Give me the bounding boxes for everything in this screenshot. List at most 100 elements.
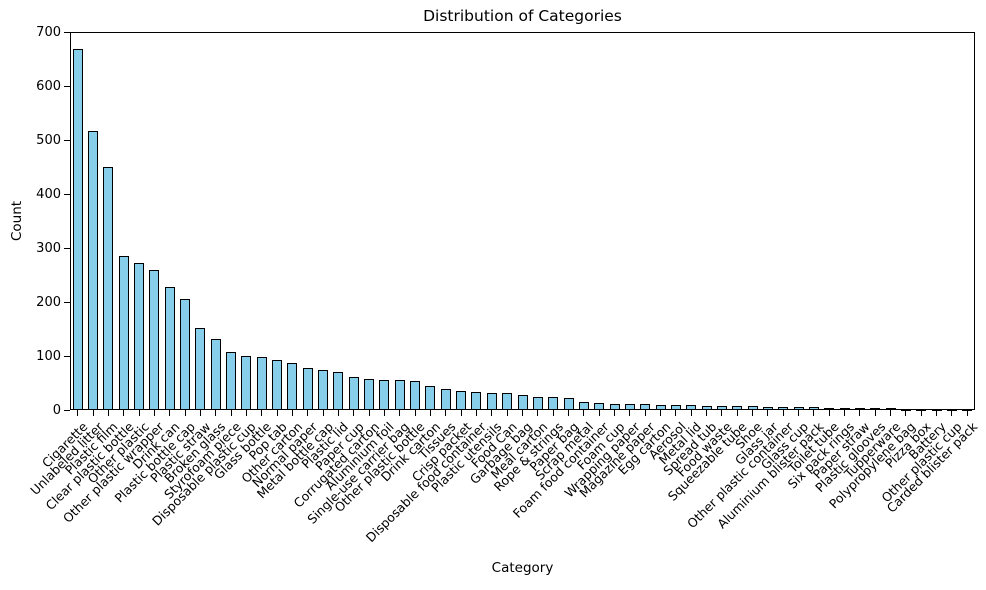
x-tick-mark	[782, 410, 784, 416]
x-tick-mark	[598, 410, 600, 416]
x-tick-mark	[874, 410, 876, 416]
x-tick-mark	[230, 410, 232, 416]
x-tick-mark	[491, 410, 493, 416]
x-tick-mark	[123, 410, 125, 416]
x-tick-mark	[522, 410, 523, 416]
x-tick-mark	[368, 410, 370, 416]
x-tick-mark	[844, 410, 846, 416]
bar	[655, 404, 666, 410]
bar	[456, 391, 467, 410]
x-tick-mark	[736, 410, 738, 416]
x-tick-mark	[460, 410, 462, 416]
x-tick-mark	[583, 410, 585, 416]
x-tick-mark	[920, 410, 922, 416]
x-tick-mark	[951, 410, 953, 416]
x-tick-mark	[261, 410, 263, 416]
bar	[72, 49, 83, 410]
bar	[149, 269, 160, 410]
x-tick-mark	[798, 410, 800, 416]
x-tick-mark	[276, 410, 278, 416]
x-tick-mark	[414, 410, 416, 416]
x-tick-mark	[475, 410, 477, 416]
bar	[164, 287, 175, 410]
bar	[808, 407, 819, 410]
bar	[287, 363, 298, 410]
bar	[594, 402, 605, 410]
bar	[624, 404, 635, 410]
x-tick-mark	[322, 410, 324, 416]
bar	[364, 378, 375, 410]
x-tick-mark	[184, 410, 186, 416]
x-axis-label: Category	[491, 560, 554, 576]
y-tick-label: 300	[36, 240, 61, 256]
bar	[410, 380, 421, 410]
bar	[716, 405, 727, 410]
y-tick-mark	[64, 247, 70, 249]
bar	[241, 356, 252, 410]
x-tick-mark	[813, 410, 815, 416]
bar	[440, 388, 451, 410]
bar	[333, 371, 344, 410]
y-tick-label: 700	[36, 24, 61, 40]
bar	[854, 407, 865, 410]
bar	[348, 376, 359, 410]
x-tick-mark	[429, 410, 431, 416]
y-tick-label: 400	[36, 186, 61, 202]
bar	[686, 405, 697, 410]
x-tick-mark	[675, 410, 677, 416]
x-tick-mark	[399, 410, 401, 416]
bar	[578, 402, 589, 410]
bar	[563, 397, 574, 410]
y-tick-mark	[64, 139, 70, 141]
x-tick-mark	[337, 410, 339, 416]
x-tick-mark	[291, 410, 293, 416]
x-tick-mark	[614, 410, 616, 416]
y-tick-mark	[64, 301, 70, 303]
x-tick-mark	[506, 410, 508, 416]
x-tick-mark	[138, 410, 140, 416]
x-tick-mark	[706, 410, 708, 416]
x-tick-mark	[552, 410, 554, 416]
x-tick-mark	[828, 410, 830, 416]
bar	[471, 392, 482, 410]
x-tick-mark	[660, 410, 662, 416]
bar	[318, 369, 329, 410]
bar	[793, 407, 804, 410]
bar	[778, 407, 789, 410]
bar	[502, 393, 513, 410]
x-tick-mark	[353, 410, 355, 416]
y-tick-mark	[64, 85, 70, 87]
y-axis-label: Count	[9, 200, 25, 242]
bar	[609, 403, 620, 410]
bar	[640, 404, 651, 410]
bar	[670, 405, 681, 410]
x-tick-mark	[107, 410, 109, 416]
x-tick-mark	[936, 410, 938, 416]
x-tick-mark	[199, 410, 201, 416]
bar	[532, 396, 543, 410]
x-tick-mark	[77, 410, 79, 416]
bar	[302, 368, 313, 410]
x-tick-mark	[245, 410, 247, 416]
y-tick-mark	[64, 355, 70, 357]
bar	[486, 392, 497, 410]
y-tick-label: 600	[36, 78, 61, 94]
x-tick-mark	[644, 410, 646, 416]
bar	[517, 395, 528, 410]
bar	[134, 263, 145, 410]
bar	[824, 407, 835, 410]
x-tick-mark	[767, 410, 769, 416]
x-tick-mark	[92, 410, 94, 416]
x-tick-mark	[568, 410, 570, 416]
x-tick-mark	[383, 410, 385, 416]
bar	[256, 356, 267, 410]
bar	[747, 406, 758, 410]
bar	[118, 256, 129, 410]
bar	[379, 379, 390, 410]
bar	[210, 339, 221, 410]
bar	[839, 407, 850, 410]
x-tick-mark	[690, 410, 692, 416]
x-tick-mark	[153, 410, 155, 416]
bar	[548, 397, 559, 410]
bar	[88, 130, 98, 410]
